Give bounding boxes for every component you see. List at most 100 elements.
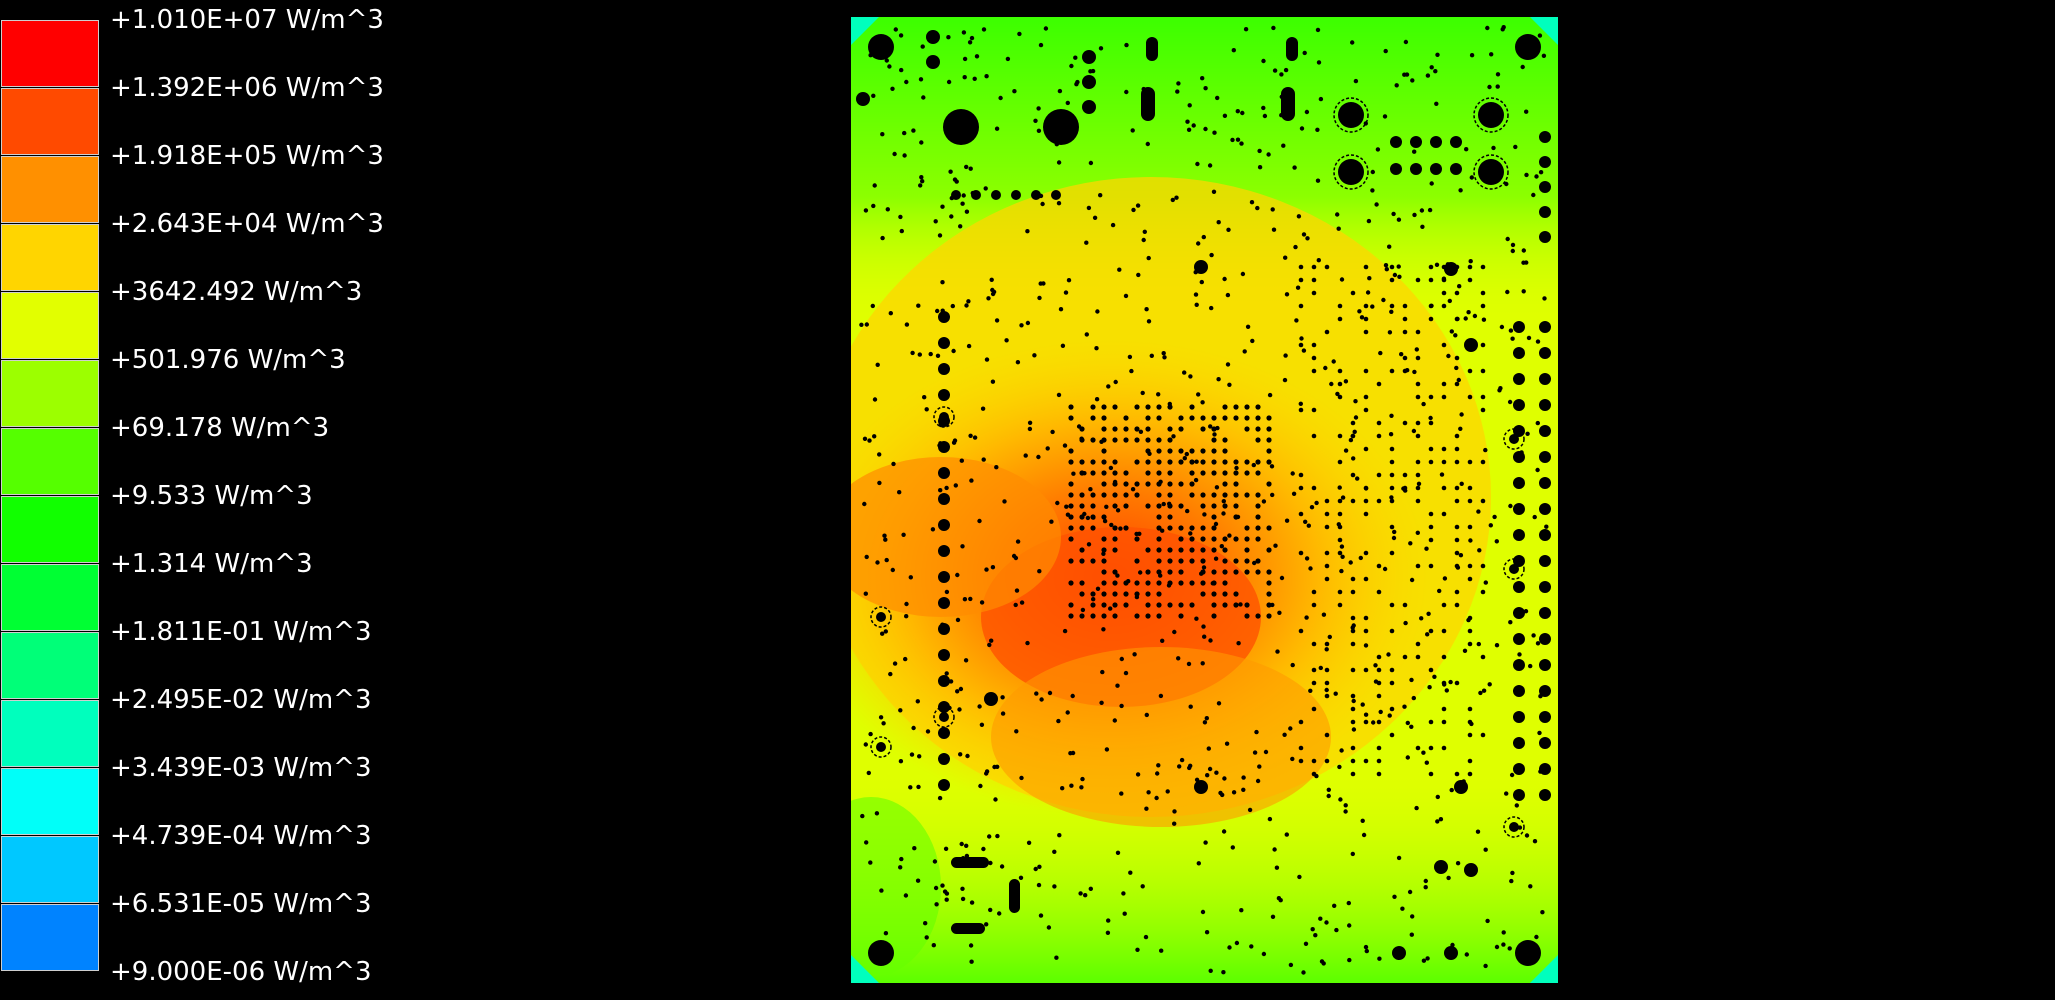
bga-via (1068, 448, 1074, 454)
via-hole (908, 575, 913, 580)
via-hole (987, 834, 992, 839)
via-hole (1499, 324, 1505, 330)
via-hole (1371, 720, 1376, 725)
via-hole (1167, 401, 1172, 407)
bga-via (1079, 459, 1085, 465)
via-hole (1037, 569, 1042, 574)
via-hole (1370, 169, 1375, 175)
bga-via (1255, 525, 1261, 531)
via-hole (1239, 141, 1244, 146)
via-hole (1313, 933, 1318, 938)
via-hole (1298, 264, 1304, 270)
via-hole (1537, 730, 1542, 736)
via-hole (1541, 53, 1547, 58)
via-hole (1441, 394, 1447, 400)
via-hole (916, 784, 921, 790)
via-hole (1335, 391, 1340, 397)
via-hole (1261, 499, 1267, 504)
via-hole (1324, 641, 1330, 647)
legend-label: +1.918E+05 W/m^3 (110, 141, 384, 171)
via-hole (1464, 147, 1469, 152)
via-hole (1297, 874, 1302, 880)
via-hole (1274, 865, 1280, 870)
via-hole (1487, 84, 1492, 90)
via-hole (1299, 126, 1305, 131)
bga-via (1134, 536, 1140, 542)
via-hole (1031, 190, 1041, 200)
via-hole (871, 93, 876, 99)
connector-pin (1539, 399, 1551, 411)
via-hole (882, 533, 887, 538)
bga-via (1233, 459, 1239, 465)
via-hole (1188, 374, 1193, 379)
bga-via (1090, 613, 1096, 619)
bga-via (1145, 602, 1151, 608)
via-hole (1213, 521, 1219, 527)
via-hole (1082, 100, 1096, 114)
via-hole (966, 343, 972, 349)
connector-pin (1513, 347, 1525, 359)
via-hole (978, 783, 983, 789)
large-hole (1338, 159, 1364, 185)
bga-via (1167, 470, 1173, 476)
via-hole (1469, 175, 1474, 180)
via-hole (1201, 565, 1207, 570)
via-hole (1086, 542, 1092, 547)
via-hole (1376, 667, 1382, 673)
bga-via (1112, 470, 1118, 476)
via-hole (984, 357, 990, 362)
via-hole (1219, 544, 1224, 549)
connector-pin (1539, 789, 1551, 801)
via-hole (1311, 290, 1317, 296)
via-hole (1209, 252, 1214, 258)
via-hole (1207, 163, 1213, 168)
via-hole (979, 600, 985, 605)
via-hole (1160, 638, 1165, 643)
via-hole (899, 228, 904, 234)
via-hole (868, 731, 873, 737)
via-hole (1433, 69, 1438, 74)
via-hole (1415, 641, 1421, 647)
via-hole (1182, 456, 1187, 461)
bga-via (1101, 514, 1107, 520)
via-hole (1476, 509, 1481, 514)
via-hole (961, 193, 966, 198)
via-hole (888, 311, 893, 316)
via-hole (1101, 551, 1106, 556)
via-hole (1069, 63, 1074, 69)
via-hole (1524, 172, 1529, 178)
via-hole (1467, 524, 1473, 530)
via-hole (1115, 683, 1120, 688)
via-hole (1324, 693, 1330, 699)
bga-via (1156, 503, 1162, 509)
via-hole (1083, 893, 1088, 898)
connector-pin (1539, 711, 1551, 723)
bga-via (1266, 481, 1272, 487)
via-hole (1348, 560, 1353, 565)
via-hole (942, 756, 947, 762)
via-hole (1382, 114, 1388, 119)
via-hole (1015, 539, 1021, 544)
bga-via (1134, 459, 1140, 465)
via-hole (1352, 429, 1357, 434)
via-hole (1538, 694, 1543, 699)
via-hole (999, 864, 1005, 869)
via-hole (1144, 307, 1149, 312)
via-hole (1389, 368, 1395, 374)
bga-via (1222, 481, 1228, 487)
via-hole (1389, 550, 1395, 556)
via-hole (972, 435, 978, 440)
via-hole (1383, 48, 1388, 54)
connector-pin (938, 363, 950, 375)
via-hole (1504, 791, 1509, 796)
via-hole (1421, 958, 1427, 963)
via-hole (1298, 758, 1304, 764)
via-hole (1391, 164, 1396, 170)
via-hole (1467, 771, 1473, 777)
via-hole (872, 183, 877, 188)
via-hole (1216, 377, 1221, 382)
via-hole (1109, 522, 1114, 528)
via-hole (1308, 688, 1313, 693)
via-hole (1172, 809, 1177, 814)
via-hole (1062, 443, 1068, 448)
